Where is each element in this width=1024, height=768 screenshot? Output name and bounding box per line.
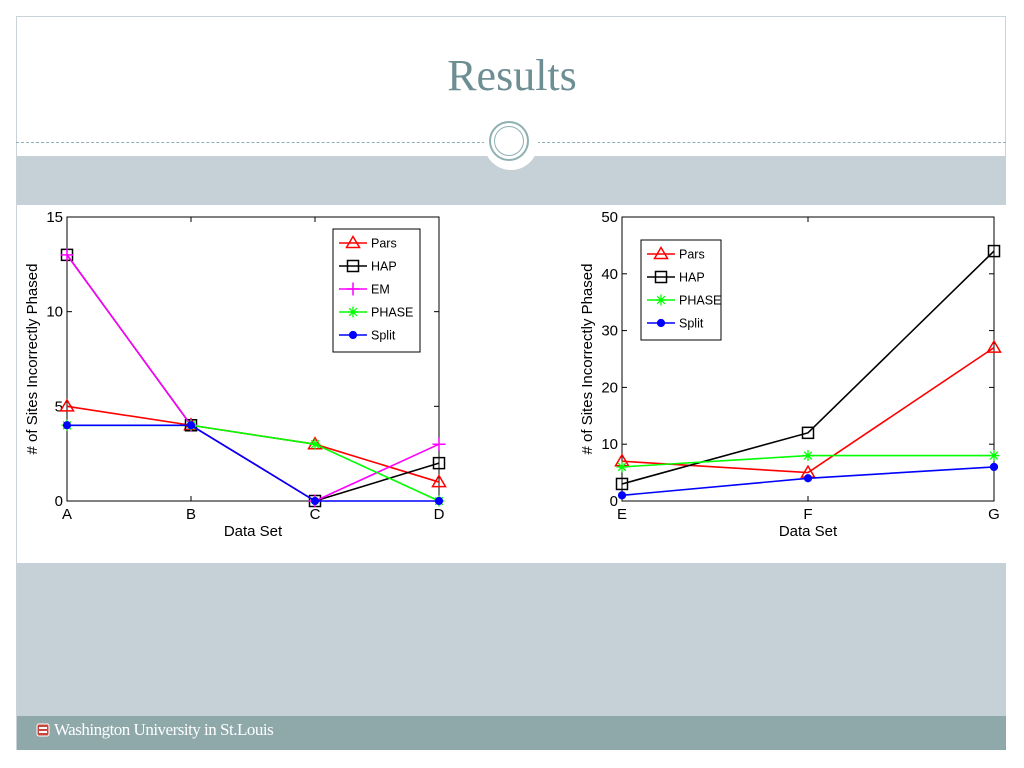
legend-box [332,228,421,353]
data-point-phase [616,461,628,473]
data-point-pars [431,474,447,488]
legend-marker-pars [653,246,669,260]
y-axis-label: # of Sites Incorrectly Phased [24,264,41,455]
y-tick-label: 30 [601,323,618,340]
data-point-hap [801,426,815,440]
data-point-split [62,421,72,430]
data-point-split [617,491,627,500]
y-tick-label: 5 [55,398,63,415]
legend-label: Pars [679,248,705,262]
y-tick-label: 10 [601,436,618,453]
y-tick-label: 50 [601,209,618,226]
legend-label: Pars [371,237,397,251]
data-point-split [803,474,813,483]
legend: Pars HAP EM PHASE Split [332,228,421,353]
data-point-pars [59,398,75,412]
x-axis-label: Data Set [779,523,838,540]
data-point-split [989,462,999,472]
series-split [62,421,444,506]
series-split [617,462,999,500]
x-tick-label: A [62,506,72,523]
x-tick-label: E [617,506,627,523]
legend-marker-em [346,282,360,296]
data-point-split [434,496,444,506]
data-point-phase [988,450,1000,462]
legend: Pars HAP PHASE Split [640,239,722,341]
y-tick-label: 0 [610,493,618,510]
slide-title: Results [447,51,577,100]
series-phase [616,450,1000,473]
data-point-hap [987,244,1001,258]
series-line-split [67,424,439,502]
data-point-pars [986,339,1002,353]
data-point-hap [615,477,629,491]
data-point-phase [802,450,814,462]
legend-marker-split [656,318,666,328]
y-tick-label: 10 [46,304,63,321]
x-tick-label: C [310,506,321,523]
y-tick-label: 40 [601,266,618,283]
university-seal-icon [36,723,50,737]
data-point-split [186,421,196,430]
chart-left: 0 5 10 15 A B C D Data Set # of Sites Incorrectly… [24,209,447,540]
chart-right: 0 10 20 30 40 50 E F G Data Set # of Sites Incorre… [579,209,1002,540]
legend-label: HAP [371,260,397,274]
legend-label: Split [679,317,704,331]
legend-marker-phase [347,306,359,318]
legend-label: PHASE [679,294,721,308]
x-tick-label: D [434,506,445,523]
legend-marker-hap [346,259,360,273]
data-point-phase [309,438,321,450]
y-tick-label: 0 [55,493,63,510]
data-point-em [60,248,74,262]
ornament-inner-icon [494,126,524,156]
x-axis-label: Data Set [224,523,283,540]
legend-marker-split [348,330,358,340]
series-line-pars [621,346,995,474]
x-tick-label: F [803,506,812,523]
legend-label: HAP [679,271,705,285]
data-point-em [432,437,446,451]
x-tick-label: B [186,506,196,523]
legend-label: PHASE [371,306,413,320]
series-hap [615,244,1001,491]
x-tick-label: G [988,506,1000,523]
y-tick-label: 20 [601,379,618,396]
legend-marker-pars [345,235,361,249]
series-line-hap [621,250,995,485]
footer-university-name: Washington University in St.Louis [54,720,274,739]
footer-bar [17,716,1006,750]
legend-marker-hap [654,270,668,284]
legend-label: Split [371,329,396,343]
data-point-hap [432,456,446,470]
y-tick-label: 15 [46,209,63,226]
legend-label: EM [371,283,390,297]
legend-marker-phase [655,294,667,306]
data-point-split [310,496,320,506]
y-axis-label: # of Sites Incorrectly Phased [579,264,596,455]
